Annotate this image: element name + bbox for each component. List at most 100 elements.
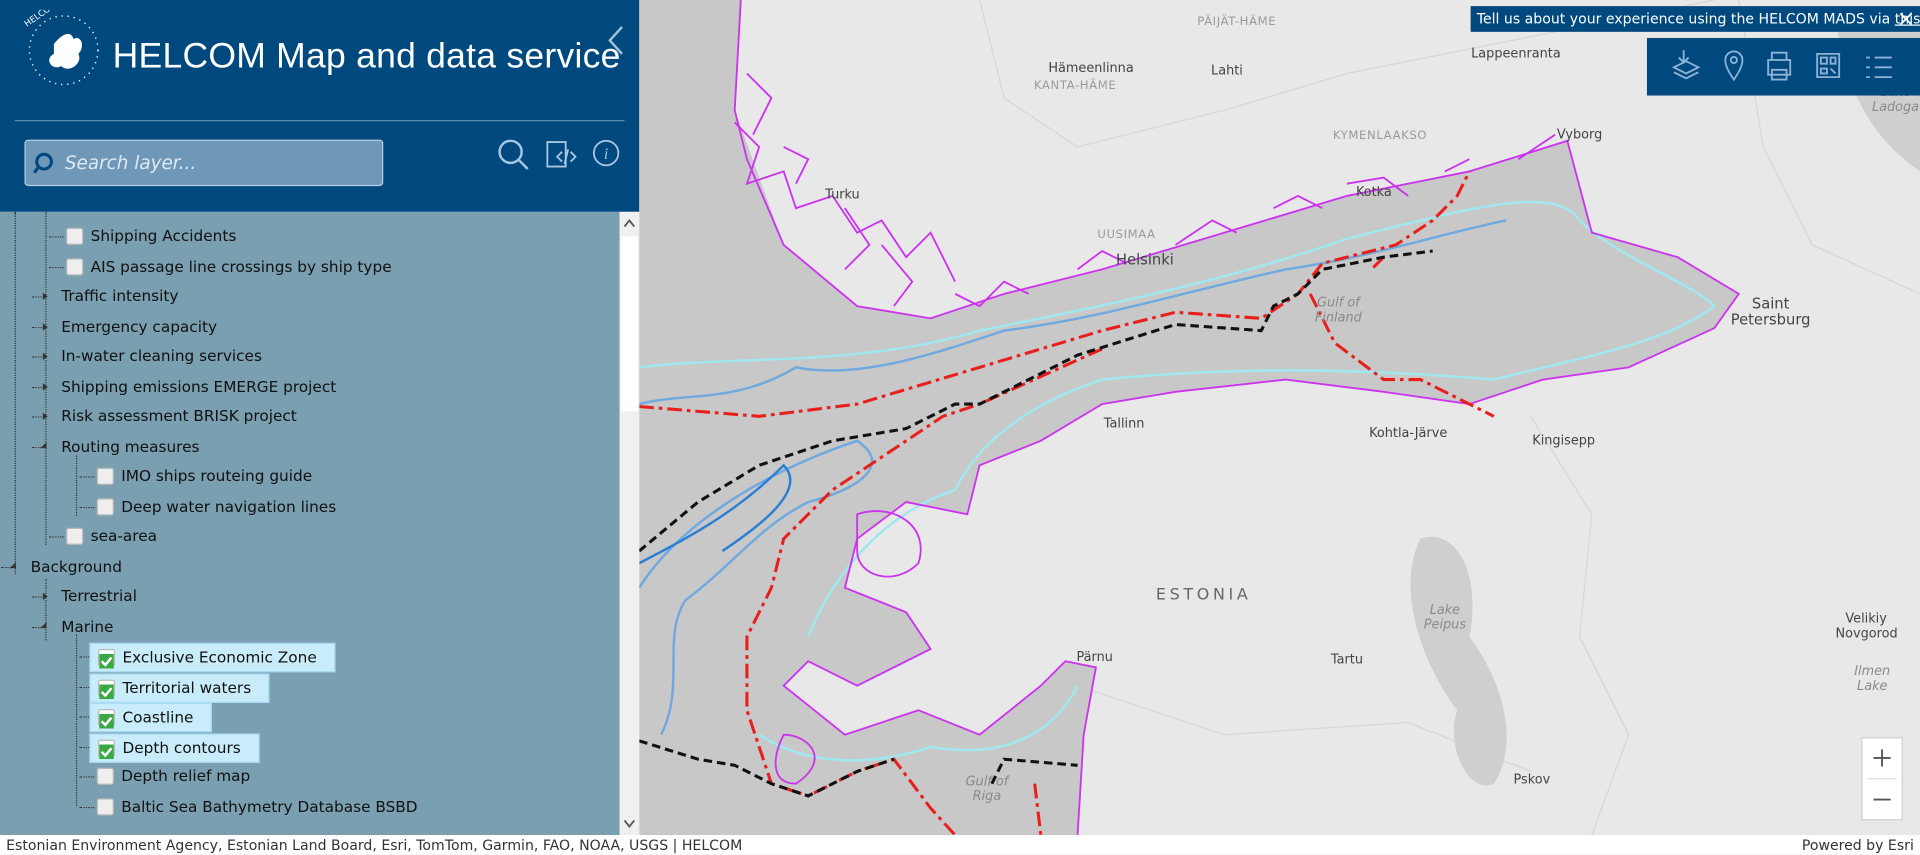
tree-row[interactable]: Coastline (89, 702, 212, 733)
tree-row[interactable]: Terrestrial (59, 583, 140, 610)
checkbox[interactable] (66, 257, 84, 275)
tree-row[interactable]: In-water cleaning services (59, 343, 265, 370)
checkbox[interactable] (96, 767, 114, 785)
tree-row[interactable]: Exclusive Economic Zone (89, 642, 336, 673)
tree-row[interactable]: Depth relief map (89, 763, 267, 790)
tree-row[interactable]: IMO ships routeing guide (89, 463, 329, 490)
search-button[interactable] (498, 139, 529, 170)
map-label: Velikiy Novgorod (1835, 611, 1898, 641)
embed-button[interactable] (546, 141, 577, 168)
map-label: Lahti (1211, 63, 1243, 79)
tree-row[interactable]: Emergency capacity (59, 313, 220, 340)
tree-row[interactable]: sea-area (59, 523, 174, 550)
tree-guide (75, 634, 78, 806)
layer-label[interactable]: IMO ships routeing guide (121, 466, 313, 485)
checkbox[interactable] (66, 527, 84, 545)
layer-tree: Shipping Accidents AIS passage line cross… (0, 211, 620, 836)
tree-connector (79, 656, 95, 658)
tree-row[interactable]: Background (28, 553, 124, 580)
checkbox[interactable] (97, 678, 116, 699)
eez-boundary (639, 170, 1495, 837)
layer-label[interactable]: Shipping emissions EMERGE project (61, 376, 337, 395)
tree-row[interactable]: Territorial waters (89, 672, 270, 703)
checkbox[interactable] (97, 738, 116, 759)
layer-label[interactable]: Terrestrial (61, 586, 137, 605)
expander[interactable] (42, 292, 48, 301)
layer-label[interactable]: Exclusive Economic Zone (122, 647, 317, 667)
tree-row[interactable]: Deep water navigation lines (89, 493, 353, 520)
layer-label[interactable]: sea-area (90, 526, 158, 545)
expander[interactable] (42, 592, 48, 601)
expander[interactable] (42, 322, 48, 331)
map-toolbar (1646, 37, 1920, 96)
layer-label[interactable]: Background (30, 556, 122, 575)
print-button[interactable] (1767, 51, 1792, 81)
layer-label[interactable]: Depth relief map (121, 766, 251, 785)
layers-button[interactable] (1671, 50, 1701, 80)
layer-label[interactable]: Marine (61, 616, 114, 635)
tree-row[interactable]: Marine (59, 613, 116, 640)
checkbox[interactable] (97, 648, 116, 669)
zoom-icons (1867, 749, 1897, 801)
header: HELCOM HELCOM Map and data service Searc… (0, 0, 640, 212)
tree-row[interactable]: Traffic intensity (59, 283, 181, 310)
tree-connector (31, 416, 47, 418)
expander[interactable] (40, 441, 47, 448)
lake-peipus (1410, 536, 1507, 786)
layer-label[interactable]: Shipping Accidents (90, 226, 237, 245)
tree-row[interactable]: AIS passage line crossings by ship type (59, 253, 409, 280)
qr-button[interactable] (1816, 52, 1841, 79)
layer-label[interactable]: Depth contours (122, 737, 241, 757)
tree-connector (79, 476, 95, 478)
layer-label[interactable]: Routing measures (61, 436, 200, 455)
check-mark (99, 743, 114, 759)
tree-connector (1, 566, 16, 568)
expander[interactable] (42, 412, 48, 421)
info-button[interactable]: i (592, 139, 620, 167)
divider (14, 120, 625, 122)
layer-label[interactable]: AIS passage line crossings by ship type (90, 256, 392, 275)
layer-label[interactable]: Risk assessment BRISK project (61, 406, 297, 425)
checkbox[interactable] (66, 227, 84, 245)
scrollbar[interactable] (619, 211, 640, 836)
checkbox[interactable] (96, 497, 114, 515)
expander[interactable] (42, 382, 48, 391)
zoom-in[interactable] (1873, 749, 1891, 767)
check-mark (99, 713, 114, 729)
map[interactable]: PÄIJÄT-HÄME Hämeenlinna KANTA-HÄME Lahti Lap… (638, 0, 1920, 837)
tree-row[interactable]: Depth contours (89, 732, 260, 763)
tree-row[interactable]: Risk assessment BRISK project (59, 403, 299, 430)
expander[interactable] (42, 352, 48, 361)
tree-row[interactable]: Routing measures (59, 433, 202, 460)
svg-text:i: i (604, 146, 608, 163)
close-banner[interactable] (1899, 12, 1913, 26)
layer-label[interactable]: Emergency capacity (61, 316, 218, 335)
layer-label[interactable]: Territorial waters (122, 677, 252, 697)
tree-connector (48, 236, 64, 238)
layer-label[interactable]: Traffic intensity (61, 286, 179, 305)
search-box[interactable]: Search layer... (24, 139, 384, 187)
layer-label[interactable]: Deep water navigation lines (121, 496, 337, 515)
checkbox[interactable] (96, 797, 114, 815)
app-title: HELCOM Map and data service (112, 36, 621, 76)
layer-label[interactable]: Baltic Sea Bathymetry Database BSBD (121, 796, 418, 815)
map-canvas (638, 0, 1920, 837)
layer-label[interactable]: Coastline (122, 707, 194, 727)
scroll-thumb[interactable] (620, 236, 638, 412)
layer-label[interactable]: In-water cleaning services (61, 346, 262, 365)
search-placeholder: Search layer... (64, 151, 197, 174)
toolbar-icons (1671, 50, 1892, 82)
map-label: UUSIMAA (1097, 228, 1156, 242)
tree-row[interactable]: Baltic Sea Bathymetry Database BSBD (89, 793, 434, 820)
checkbox[interactable] (97, 708, 116, 729)
expander[interactable] (40, 621, 47, 628)
legend-button[interactable] (1866, 56, 1892, 79)
expander[interactable] (9, 561, 16, 568)
tree-row[interactable]: Shipping emissions EMERGE project (59, 373, 339, 400)
checkbox[interactable] (96, 467, 114, 485)
tree-row[interactable]: Shipping Accidents (59, 223, 254, 250)
collapse-button[interactable] (602, 22, 629, 59)
locate-button[interactable] (1724, 50, 1744, 82)
powered-by[interactable]: Powered by Esri (1801, 836, 1914, 854)
